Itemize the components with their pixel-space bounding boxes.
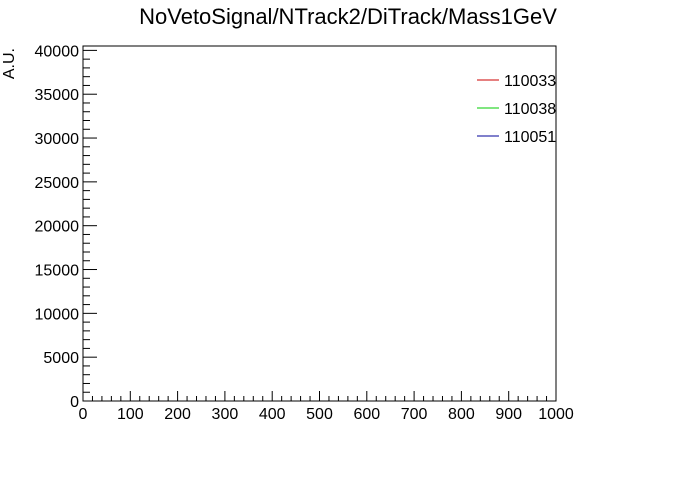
- y-tick-label: 35000: [35, 87, 80, 104]
- chart-title: NoVetoSignal/NTrack2/DiTrack/Mass1GeV: [139, 4, 557, 29]
- plot-frame: [82, 45, 557, 402]
- legend: 110033 110038 110051: [477, 73, 556, 146]
- x-tick-label: 800: [448, 406, 475, 423]
- x-tick-label: 0: [79, 406, 88, 423]
- legend-label: 110038: [504, 101, 556, 118]
- x-tick-label: 500: [306, 406, 333, 423]
- x-tick-label: 100: [117, 406, 144, 423]
- legend-label: 110033: [504, 73, 556, 90]
- y-axis: 0 5000 10000 15000 20000 25000 30000 35000 40000: [35, 43, 97, 411]
- x-tick-label: 200: [164, 406, 191, 423]
- y-tick-label: 25000: [35, 175, 80, 192]
- y-tick-label: 30000: [35, 131, 80, 148]
- x-tick-label: 700: [401, 406, 428, 423]
- legend-label: 110051: [504, 129, 556, 146]
- x-axis: 0 100 200 300 400 500 600 700 800 900 1000: [79, 391, 574, 423]
- x-tick-label: 300: [212, 406, 239, 423]
- y-tick-label: 5000: [43, 350, 79, 367]
- x-tick-label: 600: [353, 406, 380, 423]
- x-tick-label: 900: [495, 406, 522, 423]
- y-tick-label: 15000: [35, 263, 80, 280]
- y-tick-label: 0: [70, 394, 79, 411]
- y-tick-label: 40000: [35, 43, 80, 60]
- y-tick-label: 10000: [35, 306, 80, 323]
- y-axis-label: A.U.: [1, 48, 18, 79]
- y-tick-label: 20000: [35, 219, 80, 236]
- x-tick-label: 1000: [538, 406, 574, 423]
- x-tick-label: 400: [259, 406, 286, 423]
